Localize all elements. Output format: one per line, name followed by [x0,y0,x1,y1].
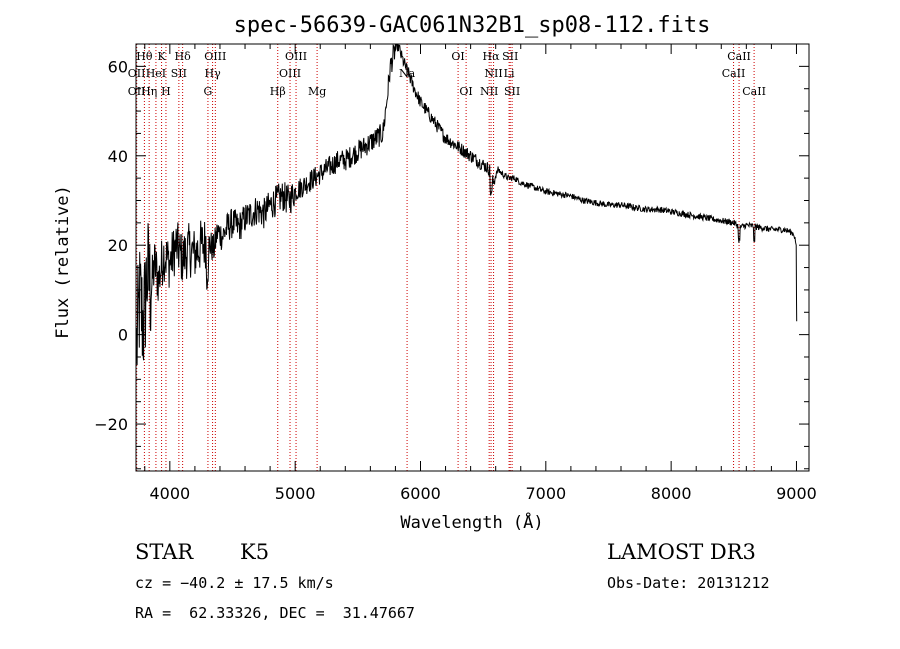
line-marker-label: CaII [742,85,766,98]
y-axis-label: Flux (relative) [53,185,73,339]
line-marker-label: Hα [483,50,501,63]
line-marker-label: SII [504,85,520,98]
line-markers [136,44,755,471]
line-marker-label: OIII [285,50,307,63]
x-tick-label: 6000 [400,484,441,503]
line-marker-label: HeI [146,67,166,80]
y-tick-label: 20 [108,236,128,255]
redshift-cz: cz = −40.2 ± 17.5 km/s [135,574,334,592]
x-tick-label: 5000 [275,484,316,503]
line-marker-labels: HθOIIOIIHηHeIKHSIIHδGHγOIIIHβOIIIOIIIMgN… [128,50,766,98]
x-tick-label: 4000 [149,484,190,503]
line-marker-label: Hδ [175,50,192,63]
line-marker-label: CaII [722,67,746,80]
line-marker-label: K [157,50,166,63]
line-marker-label: NII [480,85,498,98]
line-marker-label: OI [459,85,472,98]
line-marker-label: OIII [204,50,226,63]
line-marker-label: Li [504,67,515,80]
x-tick-label: 8000 [651,484,692,503]
observation-date: Obs-Date: 20131212 [607,574,770,592]
line-marker-label: SII [502,50,518,63]
plot-frame [135,43,810,472]
line-marker-label: NII [484,67,502,80]
line-marker-label: Mg [308,85,326,98]
chart-title: spec-56639-GAC061N32B1_sp08-112.fits [234,13,711,38]
line-marker-label: Hη [141,85,157,98]
x-tick-label: 9000 [776,484,817,503]
line-marker-label: Hγ [204,67,221,80]
y-tick-label: 60 [108,57,128,76]
line-marker-label: Hθ [136,50,153,63]
line-marker-label: OII [128,85,146,98]
line-marker-label: OI [451,50,464,63]
object-subclass: K5 [240,540,270,564]
y-axis-ticks: −20 0 20 40 60 [94,57,809,470]
line-marker-label: Hβ [270,85,286,98]
line-marker-label: OII [128,67,146,80]
y-tick-label: 0 [118,326,128,345]
survey-name: LAMOST DR3 [607,540,756,564]
line-marker-label: CaII [727,50,751,63]
line-marker-label: H [161,85,171,98]
spectrum-line [136,43,798,366]
x-tick-label: 7000 [525,484,566,503]
line-marker-label: SII [171,67,187,80]
x-axis-ticks: 4000 5000 6000 7000 8000 9000 [144,44,817,503]
coordinates: RA = 62.33326, DEC = 31.47667 [135,604,415,622]
x-axis-label: Wavelength (Å) [400,511,543,533]
y-tick-label: 40 [108,147,128,166]
line-marker-label: G [204,85,213,98]
y-tick-label: −20 [94,415,128,434]
object-class: STAR [135,540,194,564]
line-marker-label: OIII [279,67,301,80]
